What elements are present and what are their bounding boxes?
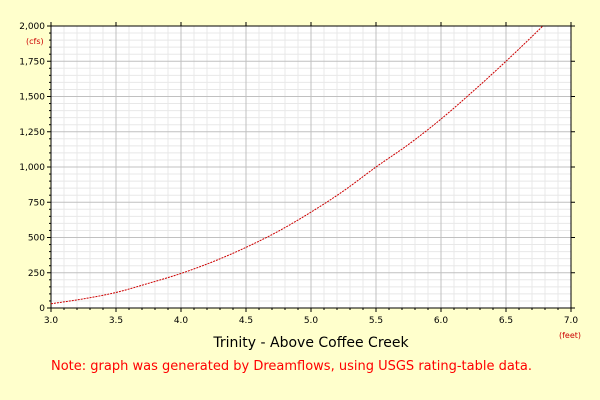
x-tick-label: 6.5 (499, 316, 513, 326)
y-unit-label: (cfs) (26, 37, 44, 46)
y-axis-tick-labels: 0 250 500 750 1,000 1,250 1,500 1,750 2,000 (19, 22, 45, 314)
y-tick-label: 0 (39, 304, 45, 314)
x-tick-label: 4.5 (239, 316, 253, 326)
series-layer (50, 25, 543, 305)
y-tick-label: 1,000 (19, 163, 45, 173)
y-tick-label: 1,750 (19, 57, 45, 67)
x-tick-label: 3.0 (44, 316, 59, 326)
x-unit-label: (feet) (559, 331, 581, 340)
chart-title: Trinity - Above Coffee Creek (212, 335, 409, 351)
y-tick-label: 250 (28, 269, 45, 279)
y-tick-label: 500 (28, 234, 45, 244)
x-tick-label: 3.5 (109, 316, 123, 326)
y-tick-label: 2,000 (19, 22, 45, 32)
x-axis-tick-labels: 3.0 3.5 4.0 4.5 5.0 5.5 6.0 6.5 7.0 (44, 316, 579, 326)
series-line (50, 25, 543, 305)
axis-tick-marks (47, 22, 575, 312)
y-tick-label: 1,500 (19, 93, 45, 103)
x-tick-label: 5.5 (369, 316, 383, 326)
x-tick-label: 6.0 (434, 316, 449, 326)
x-tick-label: 5.0 (304, 316, 319, 326)
footnote: Note: graph was generated by Dreamflows,… (51, 359, 532, 374)
y-tick-label: 1,250 (19, 128, 45, 138)
major-gridlines (51, 26, 571, 308)
y-tick-label: 750 (28, 198, 45, 208)
x-tick-label: 7.0 (564, 316, 579, 326)
x-tick-label: 4.0 (174, 316, 189, 326)
